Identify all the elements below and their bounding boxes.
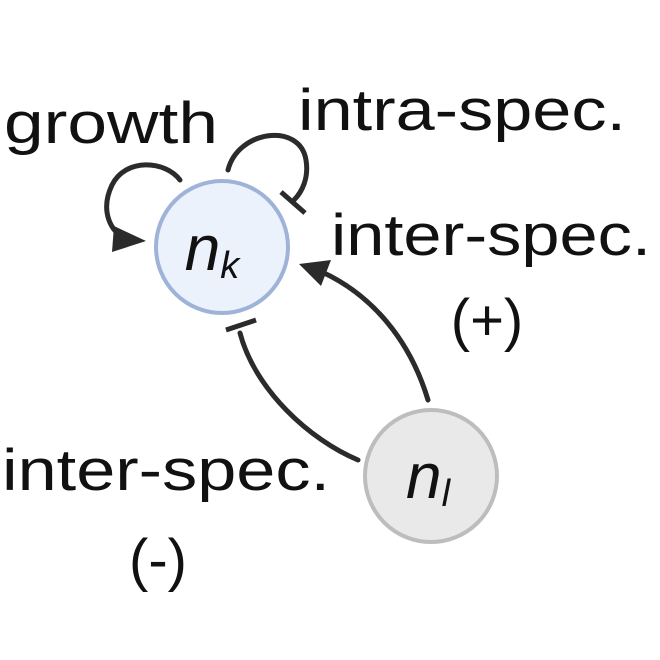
inter-positive-edge bbox=[299, 260, 431, 403]
node-nk-circle bbox=[154, 179, 290, 315]
node-nk-base: n bbox=[185, 212, 221, 284]
node-nl-label: nl bbox=[406, 440, 452, 515]
growth-loop-path bbox=[104, 162, 183, 242]
node-nl-sub: l bbox=[442, 473, 452, 515]
inter-inhibit-bar bbox=[225, 317, 257, 333]
node-nk-sub: k bbox=[220, 245, 241, 287]
node-nk: nk bbox=[154, 179, 290, 315]
inter-positive-path bbox=[319, 269, 431, 403]
inter-spec-negative-label: inter-spec. bbox=[2, 438, 330, 503]
inter-positive-arrowhead bbox=[299, 260, 331, 286]
intra-loop-path bbox=[225, 132, 310, 203]
node-nl-circle bbox=[363, 408, 499, 544]
intra-loop bbox=[225, 132, 310, 215]
node-nl: nl bbox=[363, 408, 499, 544]
inter-spec-positive-label: inter-spec. bbox=[331, 203, 651, 268]
inter-spec-negative-sign: (-) bbox=[129, 528, 187, 593]
growth-loop bbox=[104, 162, 183, 252]
inter-negative-path bbox=[237, 330, 361, 463]
inter-negative-edge bbox=[225, 317, 361, 463]
growth-arrowhead bbox=[112, 226, 146, 252]
node-nk-label: nk bbox=[185, 212, 242, 287]
node-nl-base: n bbox=[406, 440, 442, 512]
intra-spec-label: intra-spec. bbox=[298, 78, 626, 143]
growth-label: growth bbox=[4, 91, 218, 156]
intra-inhibit-bar bbox=[279, 190, 307, 215]
inter-spec-positive-sign: (+) bbox=[451, 288, 524, 353]
